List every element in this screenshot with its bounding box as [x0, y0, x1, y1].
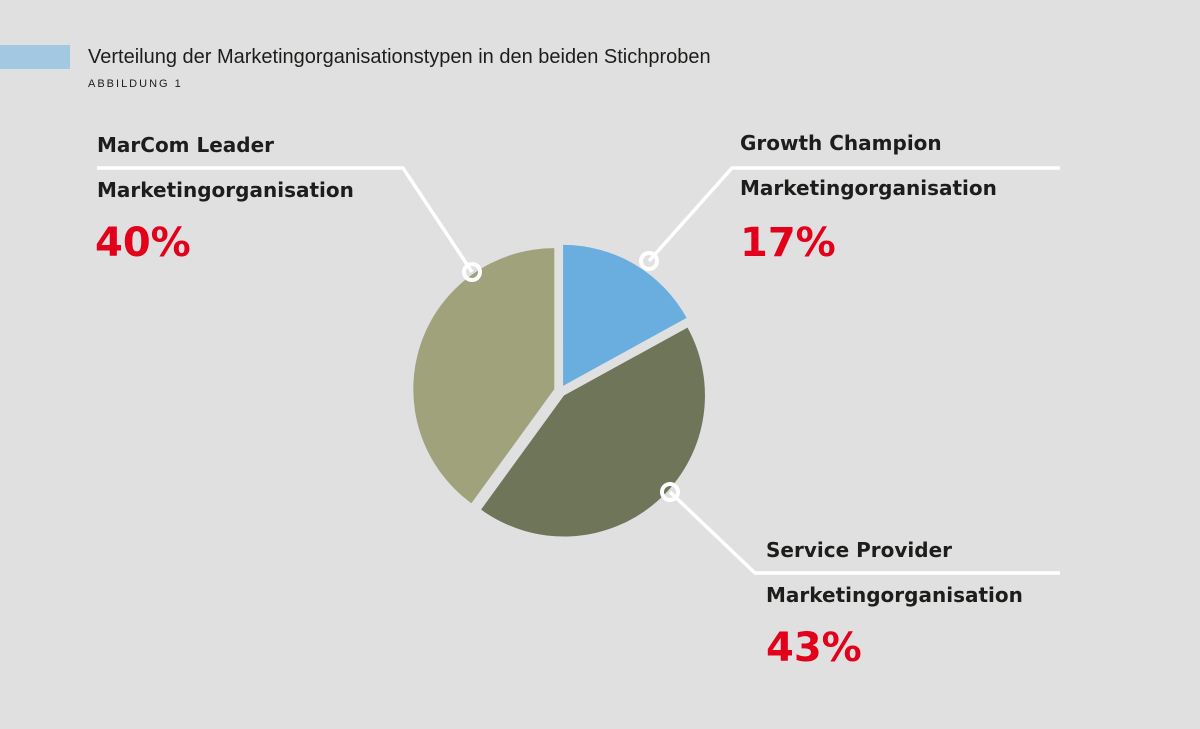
label-service-name: Service Provider [766, 538, 953, 562]
label-service-type: Marketingorganisation [766, 583, 1023, 607]
label-growth-name: Growth Champion [740, 131, 942, 155]
pie-slice-growth-champion [563, 244, 687, 386]
pie-slice-marcom-leader [413, 248, 555, 504]
marker-growth [639, 251, 659, 271]
title-accent-bar [0, 45, 70, 69]
figure-label: ABBILDUNG 1 [88, 78, 183, 90]
label-marcom-type: Marketingorganisation [97, 178, 354, 202]
pie-slice-service-provider [481, 327, 705, 537]
label-marcom-name: MarCom Leader [97, 133, 275, 157]
marker-marcom [462, 262, 482, 282]
chart-title: Verteilung der Marketingorganisationstyp… [88, 46, 711, 68]
leader-line-growth [647, 166, 1060, 263]
label-service-percent: 43% [766, 625, 862, 671]
leader-line-service [668, 490, 1060, 575]
marker-service [660, 482, 680, 502]
label-growth-type: Marketingorganisation [740, 176, 997, 200]
label-growth-percent: 17% [740, 220, 836, 266]
label-marcom-percent: 40% [95, 220, 191, 266]
leader-line-marcom [97, 166, 474, 273]
